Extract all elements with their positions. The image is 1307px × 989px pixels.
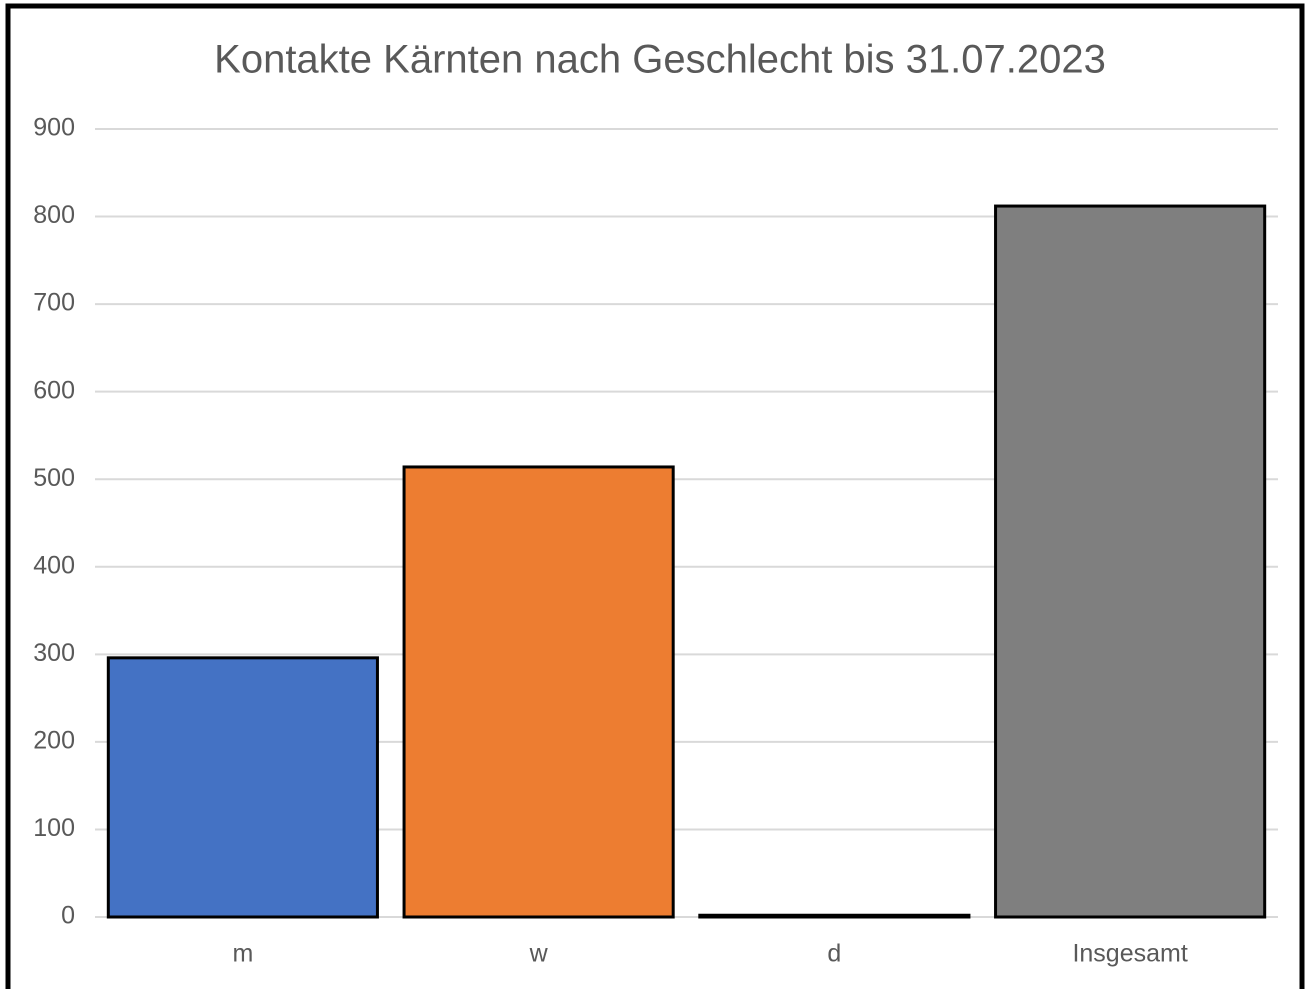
chart-title: Kontakte Kärnten nach Geschlecht bis 31.… — [214, 38, 1106, 82]
bar — [402, 465, 675, 919]
x-tick-label: m — [232, 940, 253, 968]
y-tick-label: 800 — [33, 201, 75, 229]
bar — [994, 204, 1267, 919]
y-tick-label: 0 — [61, 902, 75, 930]
y-tick-label: 300 — [33, 639, 75, 667]
y-tick-label: 600 — [33, 376, 75, 404]
y-tick-label: 200 — [33, 726, 75, 754]
x-tick-label: w — [529, 940, 549, 968]
x-tick-label: Insgesamt — [1072, 940, 1187, 968]
y-tick-label: 400 — [33, 551, 75, 579]
y-tick-label: 700 — [33, 289, 75, 317]
bar — [106, 656, 379, 919]
y-tick-label: 100 — [33, 814, 75, 842]
bar — [698, 913, 971, 919]
y-tick-label: 900 — [33, 114, 75, 142]
x-tick-label: d — [827, 940, 841, 968]
y-tick-label: 500 — [33, 464, 75, 492]
